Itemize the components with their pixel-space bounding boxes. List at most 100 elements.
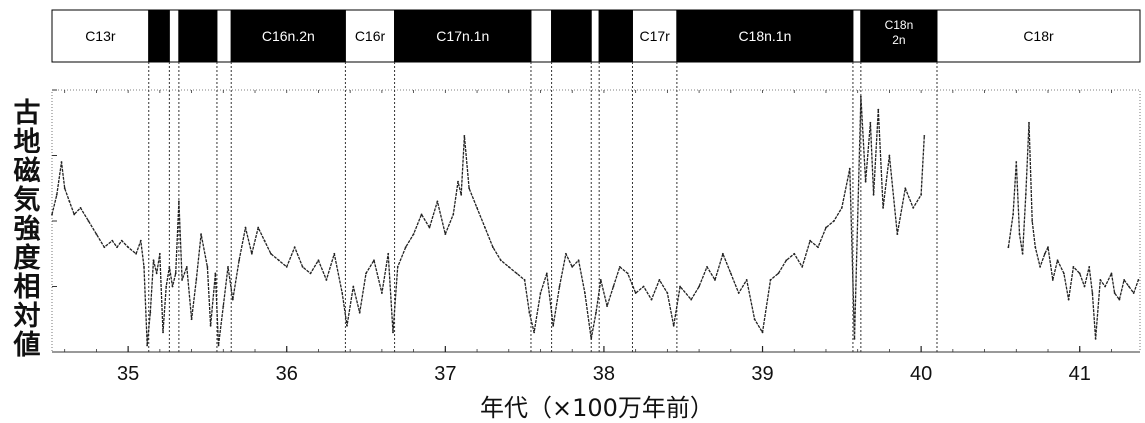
data-point xyxy=(244,226,247,229)
data-point xyxy=(888,154,891,157)
data-point xyxy=(1007,246,1010,249)
data-point xyxy=(341,292,344,294)
data-point xyxy=(139,239,142,242)
data-point xyxy=(1056,259,1059,262)
data-point xyxy=(135,252,137,255)
data-point xyxy=(599,279,602,281)
data-point xyxy=(761,331,764,334)
data-point xyxy=(666,292,669,294)
data-point xyxy=(492,246,494,249)
x-tick-label: 35 xyxy=(117,363,139,385)
data-point xyxy=(293,246,296,249)
data-point xyxy=(745,279,748,281)
data-point xyxy=(73,213,76,216)
data-point xyxy=(1028,121,1030,124)
intensity-series xyxy=(51,95,1140,347)
data-point xyxy=(333,252,336,255)
chron-block xyxy=(676,9,854,63)
data-point xyxy=(181,279,183,281)
data-point xyxy=(1024,193,1027,196)
data-point xyxy=(463,134,466,137)
chron-block xyxy=(216,9,232,63)
data-point xyxy=(468,187,471,190)
data-point xyxy=(612,285,615,288)
data-point xyxy=(650,298,653,301)
data-point xyxy=(214,272,217,275)
chron-label: C16r xyxy=(355,28,386,44)
data-point xyxy=(120,239,123,242)
data-point xyxy=(412,233,415,236)
data-point xyxy=(859,95,862,98)
data-point xyxy=(149,311,152,314)
data-point xyxy=(1104,285,1107,288)
data-point xyxy=(1015,161,1018,163)
data-point xyxy=(840,207,843,209)
data-point xyxy=(476,207,478,209)
data-point xyxy=(1078,272,1081,275)
chron-label: C17r xyxy=(640,28,671,44)
data-point xyxy=(158,252,161,255)
data-point xyxy=(484,226,486,229)
data-point xyxy=(769,279,772,281)
data-point xyxy=(174,272,177,275)
data-point xyxy=(706,265,708,268)
data-point xyxy=(1118,298,1121,301)
data-point xyxy=(1127,285,1130,288)
data-point xyxy=(626,272,629,275)
data-point xyxy=(263,239,266,242)
data-point xyxy=(658,279,661,281)
data-point xyxy=(152,259,155,262)
data-point xyxy=(499,259,502,262)
y-axis-title-text: 古地磁気強度相対値 xyxy=(8,97,40,359)
chron-block xyxy=(230,9,346,63)
data-point xyxy=(1083,285,1086,288)
data-point xyxy=(642,285,645,288)
data-point xyxy=(606,305,609,308)
data-point xyxy=(460,193,463,196)
chron-block xyxy=(168,9,180,63)
chron-block xyxy=(590,9,600,63)
data-point xyxy=(528,311,531,314)
data-point xyxy=(817,246,819,249)
data-point xyxy=(793,252,796,255)
data-point xyxy=(51,213,53,216)
y-axis-title: 古地磁気強度相対値 xyxy=(2,88,46,368)
data-point xyxy=(301,265,304,268)
data-point xyxy=(380,292,383,294)
data-point xyxy=(590,338,593,340)
data-point xyxy=(848,167,851,170)
data-point xyxy=(777,272,780,275)
data-point xyxy=(679,285,681,288)
chron-block xyxy=(51,9,150,63)
data-point xyxy=(539,292,542,294)
data-point xyxy=(737,292,740,294)
data-point xyxy=(1123,279,1126,281)
data-point xyxy=(155,272,158,275)
data-point xyxy=(269,252,272,255)
data-point xyxy=(63,187,66,190)
data-point xyxy=(714,279,716,281)
data-point xyxy=(195,279,198,281)
series-line xyxy=(51,95,925,347)
x-axis-title: 年代（×100万年前） xyxy=(480,394,714,422)
data-point xyxy=(257,226,260,229)
data-point xyxy=(358,311,361,314)
data-point xyxy=(1039,265,1041,268)
data-point xyxy=(825,226,827,229)
data-point xyxy=(1047,246,1049,249)
data-point xyxy=(200,233,202,236)
data-point xyxy=(420,213,423,216)
data-point xyxy=(1099,279,1102,281)
data-point xyxy=(444,233,447,236)
chron-label: C16n.2n xyxy=(262,28,315,44)
x-tick-label: 38 xyxy=(593,363,615,385)
data-point xyxy=(404,246,407,249)
data-point xyxy=(285,265,288,268)
chron-label: C18n.1n xyxy=(738,28,791,44)
data-point xyxy=(1094,338,1097,340)
chron-block xyxy=(852,9,862,63)
data-point xyxy=(1067,298,1070,301)
data-point xyxy=(864,180,867,183)
data-point xyxy=(277,259,280,262)
